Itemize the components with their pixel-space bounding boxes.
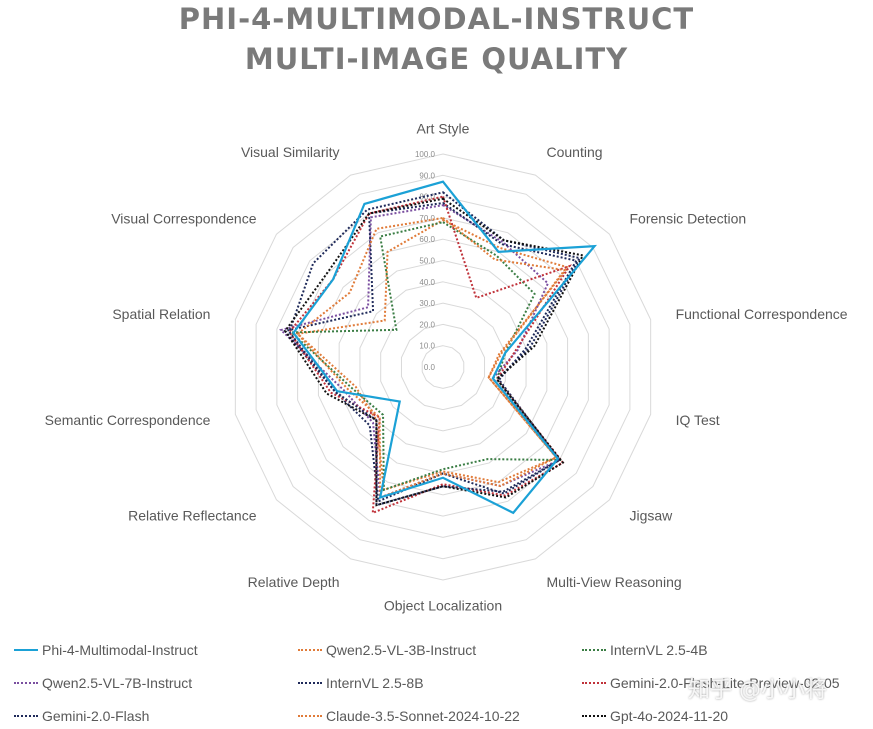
grid-ring [359,281,527,453]
legend-label: Gemini-2.0-Flash [42,708,150,724]
legend-swatch-icon [14,715,38,717]
axis-label: Jigsaw [630,508,674,524]
series-line [288,221,562,492]
chart-title-line-2: MULTI-IMAGE QUALITY [244,42,629,76]
grid-ring [255,174,631,560]
axis-label: Spatial Relation [112,306,210,322]
legend-label: Qwen2.5-VL-7B-Instruct [42,675,193,691]
series-line [296,216,567,499]
radial-tick-label: 90.0 [419,171,435,180]
grid-ring [400,323,486,411]
chart-legend: Phi-4-Multimodal-Instruct Qwen2.5-VL-3B-I… [0,636,873,729]
legend-swatch-icon [582,715,606,717]
legend-label: Phi-4-Multimodal-Instruct [42,642,198,658]
legend-label: Qwen2.5-VL-3B-Instruct [326,642,477,658]
radial-tick-label: 100.0 [415,150,436,159]
grid-ring [317,238,569,496]
legend-item: Claude-3.5-Sonnet-2024-10-22 [298,708,520,724]
axis-label: Visual Correspondence [111,210,256,226]
axis-label: IQ Test [676,412,720,428]
series-line [279,204,562,499]
legend-item: Gemini-2.0-Flash [14,708,149,724]
axis-label: Relative Depth [248,574,340,590]
grid-ring [234,153,652,581]
legend-item: Phi-4-Multimodal-Instruct [14,642,198,658]
legend-label: InternVL 2.5-4B [610,642,708,658]
axis-label: Counting [547,144,603,160]
legend-item: Qwen2.5-VL-7B-Instruct [14,675,192,691]
watermark: 知乎 @小小将 [688,678,827,703]
legend-item: InternVL 2.5-4B [582,642,708,658]
grid-ring [276,196,610,538]
axis-label: Relative Reflectance [128,508,257,524]
legend-swatch-icon [14,649,38,651]
radar-chart: 0.0 10.0 20.0 30.0 40.0 50.0 60.0 70.0 80.0 90.0 1… [45,120,848,614]
legend-label: InternVL 2.5-8B [326,675,424,691]
legend-swatch-icon [298,715,322,717]
grid-ring [338,259,548,475]
grid-ring [297,217,589,517]
legend-item: Qwen2.5-VL-3B-Instruct [298,642,476,658]
axis-label: Multi-View Reasoning [547,574,682,590]
series-line [288,195,572,515]
chart-title-line-1: PHI-4-MULTIMODAL-INSTRUCT [178,2,695,36]
legend-item: InternVL 2.5-8B [298,675,424,691]
radial-tick-label: 30.0 [419,299,435,308]
radial-tick-label: 20.0 [419,320,435,329]
legend-swatch-icon [582,682,606,684]
legend-swatch-icon [298,649,322,651]
axis-label: Visual Similarity [241,144,340,160]
radial-tick-label: 50.0 [419,257,435,266]
legend-item: Gemini-2.0-Flash-Lite-Preview-02-05 [582,675,840,691]
radial-tick-label: 40.0 [419,278,435,287]
radial-tick-label: 0.0 [424,363,436,372]
legend-item: Gpt-4o-2024-11-20 [582,708,728,724]
axis-label: Art Style [417,120,470,136]
series-line [288,191,582,507]
legend-label: Claude-3.5-Sonnet-2024-10-22 [326,708,520,724]
axis-label: Functional Correspondence [676,306,848,322]
axis-label: Forensic Detection [630,210,747,226]
series-line [283,197,585,507]
axis-label: Object Localization [384,598,502,614]
series-line [283,201,578,503]
legend-label: Gpt-4o-2024-11-20 [610,708,729,724]
series-line [292,180,598,515]
legend-label: Gemini-2.0-Flash-Lite-Preview-02-05 [610,675,840,691]
grid-ring [421,345,465,389]
axis-label: Semantic Correspondence [45,412,211,428]
radial-tick-label: 60.0 [419,235,435,244]
legend-swatch-icon [298,682,322,684]
radial-tick-label: 80.0 [419,193,435,202]
grid-ring [380,302,506,432]
legend-swatch-icon [14,682,38,684]
radial-tick-label: 10.0 [419,342,435,351]
radial-tick-label: 70.0 [419,214,435,223]
legend-swatch-icon [582,649,606,651]
